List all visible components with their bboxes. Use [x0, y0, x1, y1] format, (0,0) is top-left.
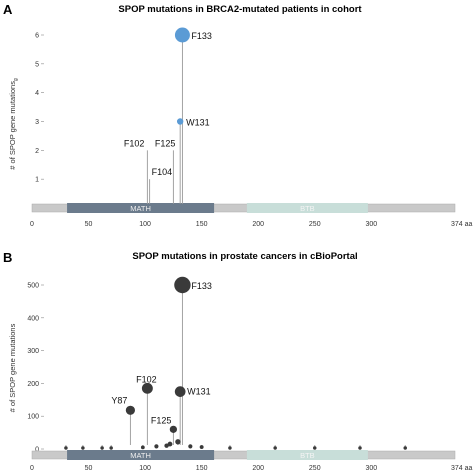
chart-title-a: SPOP mutations in BRCA2-mutated patients…: [118, 4, 362, 15]
domain-label-math: MATH: [130, 451, 151, 460]
domain-math: [67, 203, 215, 213]
x-tick-label: 0: [30, 465, 34, 472]
x-tick-label: 0: [30, 221, 34, 228]
y-tick-label: 1: [35, 177, 39, 184]
domain-math: [67, 450, 215, 460]
mutation-label-f102: F102: [136, 374, 157, 384]
domain-btb: [246, 203, 368, 213]
y-tick-label: 5: [35, 61, 39, 68]
lollipop-head: [167, 441, 173, 447]
y-tick-label: 3: [35, 119, 39, 126]
lollipop-head: [154, 444, 159, 449]
x-tick-label: 100: [139, 465, 151, 472]
lollipop-head: [174, 386, 186, 397]
lollipop-head: [188, 444, 193, 449]
mutation-label-w131: W131: [187, 387, 211, 397]
panel-letter-a: A: [3, 2, 13, 17]
x-tick-label: 300: [365, 221, 377, 228]
y-tick-label: 300: [27, 348, 39, 355]
mutation-label-w131: W131: [186, 118, 210, 128]
mutation-label-f133: F133: [191, 31, 212, 41]
mutation-label-f133: F133: [191, 281, 212, 291]
x-tick-label: 150: [196, 465, 208, 472]
protein-backbone: [31, 450, 456, 460]
domain-label-math: MATH: [130, 204, 151, 213]
lollipop-head: [109, 446, 113, 450]
lollipop-head: [100, 446, 104, 450]
lollipop-head: [358, 446, 362, 450]
lollipop-head: [199, 445, 204, 449]
domain-btb: [246, 450, 368, 460]
x-tick-label: 250: [309, 221, 321, 228]
mutation-label-f102: F102: [124, 138, 145, 148]
lollipop-head: [174, 276, 191, 294]
panel-letter-b: B: [3, 250, 12, 265]
y-tick-label: 4: [35, 90, 39, 97]
lollipop-head: [175, 439, 181, 445]
x-tick-label: 150: [196, 221, 208, 228]
mutation-label-f125: F125: [155, 138, 176, 148]
x-tick-label: 200: [252, 221, 264, 228]
y-tick-label: 100: [27, 414, 39, 421]
x-tick-label: 50: [85, 465, 93, 472]
panel-a: A SPOP mutations in BRCA2-mutated patien…: [3, 2, 473, 228]
lollipop-head: [140, 445, 145, 450]
lollipop-head: [176, 118, 184, 125]
x-tick-label: 250: [309, 465, 321, 472]
y-axis-label-a: # of SPOP gene mutationsg: [8, 78, 19, 170]
mutation-label-f104: F104: [152, 167, 173, 177]
lollipop-head: [141, 382, 153, 394]
y-tick-label: 6: [35, 33, 39, 40]
chart-title-b: SPOP mutations in prostate cancers in cB…: [132, 251, 357, 262]
y-tick-label: 400: [27, 315, 39, 322]
x-tick-label: 100: [139, 221, 151, 228]
lollipop-head: [403, 446, 407, 450]
domain-label-btb: BTB: [300, 451, 315, 460]
x-tick-label: 300: [365, 465, 377, 472]
lollipop-head: [64, 446, 68, 450]
protein-backbone: [31, 203, 456, 213]
lollipop-head: [169, 425, 178, 433]
mutation-label-y87: Y87: [111, 395, 127, 405]
y-tick-label: 2: [35, 148, 39, 155]
y-axis-label-sub-a: g: [13, 78, 19, 81]
y-tick-label: 200: [27, 381, 39, 388]
lollipop-head: [228, 446, 232, 450]
lollipop-head: [125, 405, 135, 415]
x-tick-label: 200: [252, 465, 264, 472]
x-tick-label-end: 374 aa: [451, 465, 473, 472]
y-axis-label-b: # of SPOP gene mutations: [8, 323, 17, 412]
mutation-label-f125: F125: [151, 415, 172, 425]
lollipop-head: [81, 446, 85, 450]
x-tick-label: 50: [85, 221, 93, 228]
y-tick-label: 0: [35, 447, 39, 454]
panel-b: B SPOP mutations in prostate cancers in …: [3, 250, 473, 472]
y-tick-label: 500: [27, 283, 39, 290]
lollipop-head: [273, 446, 277, 450]
lollipop-head: [174, 27, 190, 43]
lollipop-head: [313, 446, 317, 450]
domain-label-btb: BTB: [300, 204, 315, 213]
x-tick-label-end: 374 aa: [451, 221, 473, 228]
lollipop-head: [164, 443, 169, 448]
